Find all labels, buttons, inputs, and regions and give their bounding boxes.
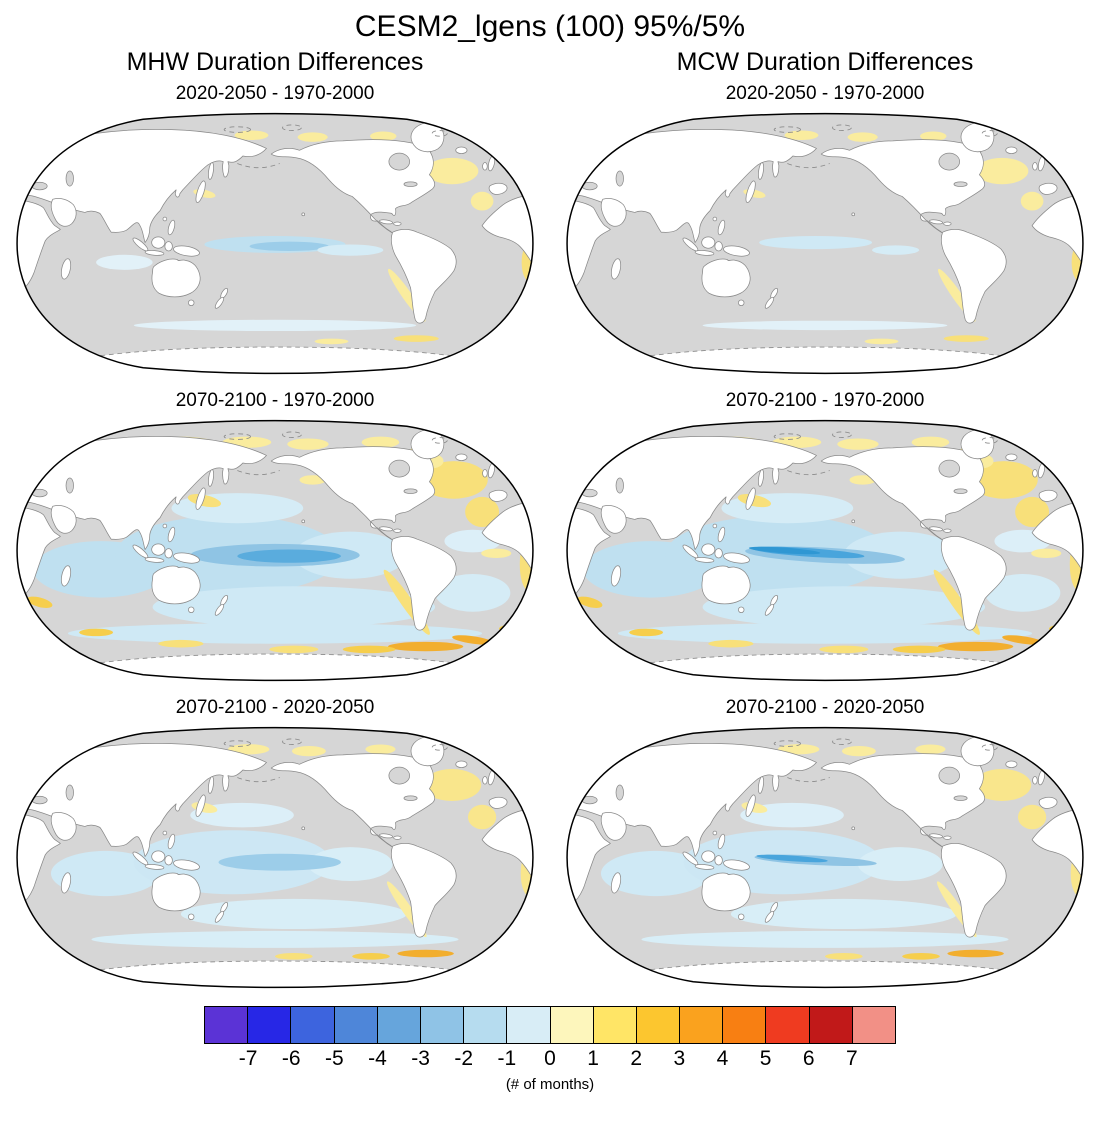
panel-title-mcw-row3: 2070-2100 - 2020-2050 bbox=[725, 697, 925, 718]
panel-mcw-row2: 2070-2100 - 1970-2000 bbox=[554, 384, 1096, 687]
column-headers: MHW Duration Differences MCW Duration Di… bbox=[0, 48, 1100, 77]
world-map-mhw-row3 bbox=[16, 726, 534, 989]
figure: CESM2_lgens (100) 95%/5% MHW Duration Di… bbox=[0, 10, 1100, 1093]
colorbar-cell bbox=[376, 1007, 420, 1043]
panel-title-mhw-row1: 2020-2050 - 1970-2000 bbox=[175, 83, 375, 104]
colorbar-tick: -7 bbox=[238, 1047, 258, 1070]
colorbar-tick: -5 bbox=[325, 1047, 344, 1070]
map-grid: 2020-2050 - 1970-2000 2020-2050 - 1970-2… bbox=[0, 77, 1100, 994]
colorbar-cell bbox=[722, 1007, 766, 1043]
colorbar-tick: -1 bbox=[497, 1047, 517, 1070]
colorbar-cell bbox=[679, 1007, 723, 1043]
colorbar-tick: -2 bbox=[454, 1047, 474, 1070]
colorbar-cell bbox=[333, 1007, 377, 1043]
colorbar-cell bbox=[808, 1007, 852, 1043]
figure-title: CESM2_lgens (100) 95%/5% bbox=[354, 10, 746, 43]
colorbar-cell bbox=[592, 1007, 636, 1043]
colorbar-tick: 3 bbox=[673, 1047, 686, 1070]
colorbar-cell bbox=[765, 1007, 809, 1043]
world-map-mcw-row1 bbox=[566, 112, 1084, 375]
colorbar bbox=[204, 1006, 896, 1044]
panel-mcw-row1: 2020-2050 - 1970-2000 bbox=[554, 77, 1096, 380]
colorbar-tick: -3 bbox=[411, 1047, 430, 1070]
panel-mcw-row3: 2070-2100 - 2020-2050 bbox=[554, 691, 1096, 994]
panel-mhw-row1: 2020-2050 - 1970-2000 bbox=[4, 77, 546, 380]
panel-mhw-row3: 2070-2100 - 2020-2050 bbox=[4, 691, 546, 994]
colorbar-cell bbox=[463, 1007, 507, 1043]
colorbar-tick: 5 bbox=[759, 1047, 772, 1070]
world-map-mcw-row2 bbox=[566, 419, 1084, 682]
colorbar-cell bbox=[205, 1007, 248, 1043]
colorbar-label: (# of months) bbox=[505, 1076, 595, 1093]
colorbar-tick: 2 bbox=[630, 1047, 643, 1070]
panel-title-mcw-row2: 2070-2100 - 1970-2000 bbox=[725, 390, 925, 411]
panel-title-mcw-row1: 2020-2050 - 1970-2000 bbox=[725, 83, 925, 104]
panel-title-mhw-row3: 2070-2100 - 2020-2050 bbox=[175, 697, 375, 718]
world-map-mhw-row2 bbox=[16, 419, 534, 682]
colorbar-cell bbox=[549, 1007, 593, 1043]
colorbar-cell bbox=[851, 1007, 895, 1043]
colorbar-tick: 7 bbox=[846, 1047, 858, 1070]
panel-title-mhw-row2: 2070-2100 - 1970-2000 bbox=[175, 390, 375, 411]
column-header-mcw: MCW Duration Differences bbox=[676, 48, 974, 76]
colorbar-cell bbox=[247, 1007, 291, 1043]
colorbar-cell bbox=[290, 1007, 334, 1043]
colorbar-tick: 1 bbox=[587, 1047, 599, 1070]
colorbar-tick: -4 bbox=[368, 1047, 387, 1070]
colorbar-cell bbox=[419, 1007, 464, 1043]
world-map-mcw-row3 bbox=[566, 726, 1084, 989]
colorbar-section: -7 -6 -5 -4 -3 -2 -1 0 1 2 3 4 5 6 7 (# of months) bbox=[0, 1006, 1100, 1093]
column-header-mhw: MHW Duration Differences bbox=[126, 48, 424, 76]
colorbar-ticks: -7 -6 -5 -4 -3 -2 -1 0 1 2 3 4 5 6 7 bbox=[205, 1047, 895, 1074]
colorbar-tick: -6 bbox=[281, 1047, 301, 1070]
colorbar-cell bbox=[506, 1007, 550, 1043]
colorbar-cell bbox=[635, 1007, 680, 1043]
world-map-mhw-row1 bbox=[16, 112, 534, 375]
colorbar-tick: 6 bbox=[802, 1047, 815, 1070]
colorbar-tick: 4 bbox=[716, 1047, 729, 1070]
colorbar-tick: 0 bbox=[544, 1047, 556, 1070]
panel-mhw-row2: 2070-2100 - 1970-2000 bbox=[4, 384, 546, 687]
